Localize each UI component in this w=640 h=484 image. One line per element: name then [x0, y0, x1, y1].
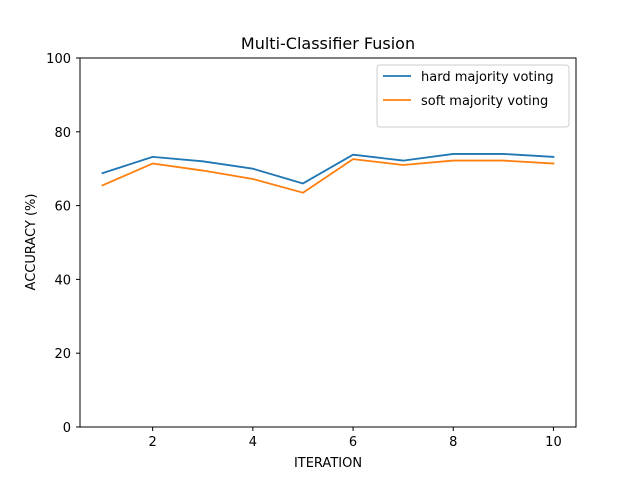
- legend-label-1: soft majority voting: [421, 94, 548, 109]
- x-tick-label: 10: [545, 435, 562, 450]
- y-tick-label: 40: [54, 273, 71, 288]
- y-axis-label: ACCURACY (%): [24, 194, 39, 291]
- x-axis-label: ITERATION: [294, 456, 362, 471]
- chart-title: Multi-Classifier Fusion: [241, 34, 415, 53]
- legend: hard majority voting soft majority voting: [376, 64, 570, 128]
- legend-box: [376, 64, 570, 128]
- series-line-0: [101, 153, 555, 185]
- legend-label-0: hard majority voting: [421, 70, 554, 85]
- x-tick-label: 8: [449, 435, 457, 450]
- y-tick-label: 60: [54, 200, 71, 215]
- y-tick-label: 20: [54, 347, 71, 362]
- y-tick-label: 100: [46, 52, 71, 67]
- y-tick-label: 80: [54, 126, 71, 141]
- x-tick-label: 4: [249, 435, 257, 450]
- axes-frame: [79, 57, 577, 428]
- y-tick-label: 0: [63, 421, 71, 436]
- series-line-1: [101, 158, 555, 194]
- x-tick-label: 2: [149, 435, 157, 450]
- x-tick-label: 6: [349, 435, 357, 450]
- plot-area: [101, 153, 555, 194]
